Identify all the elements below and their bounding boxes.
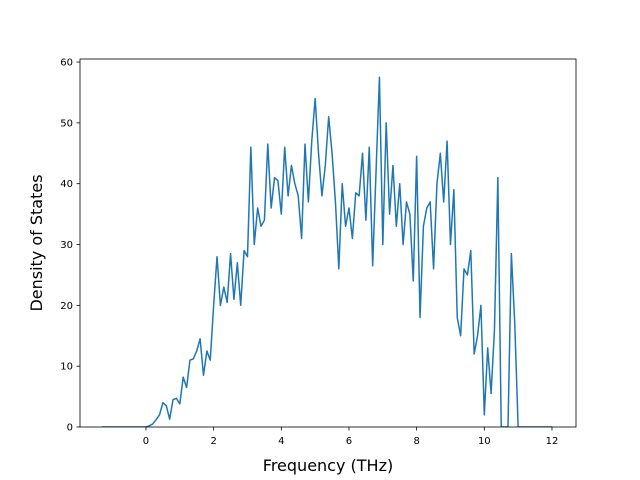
y-tick-label: 0 <box>67 423 73 434</box>
plot-frame <box>79 58 577 428</box>
data-line <box>101 76 552 427</box>
x-tick-label: 2 <box>210 436 216 447</box>
y-tick-label: 60 <box>60 58 73 69</box>
y-axis-label: Density of States <box>27 174 46 311</box>
x-tick-label: 10 <box>478 436 491 447</box>
x-axis-label: Frequency (THz) <box>263 456 393 475</box>
y-tick-label: 40 <box>60 179 73 190</box>
x-tick-label: 6 <box>346 436 352 447</box>
y-tick-label: 30 <box>60 240 73 251</box>
x-tick-label: 12 <box>546 436 559 447</box>
y-tick-label: 10 <box>60 362 73 373</box>
y-tick-label: 50 <box>60 118 73 129</box>
x-tick-label: 0 <box>143 436 149 447</box>
y-tick-label: 20 <box>60 301 73 312</box>
x-tick-label: 4 <box>278 436 284 447</box>
x-tick-label: 8 <box>413 436 419 447</box>
